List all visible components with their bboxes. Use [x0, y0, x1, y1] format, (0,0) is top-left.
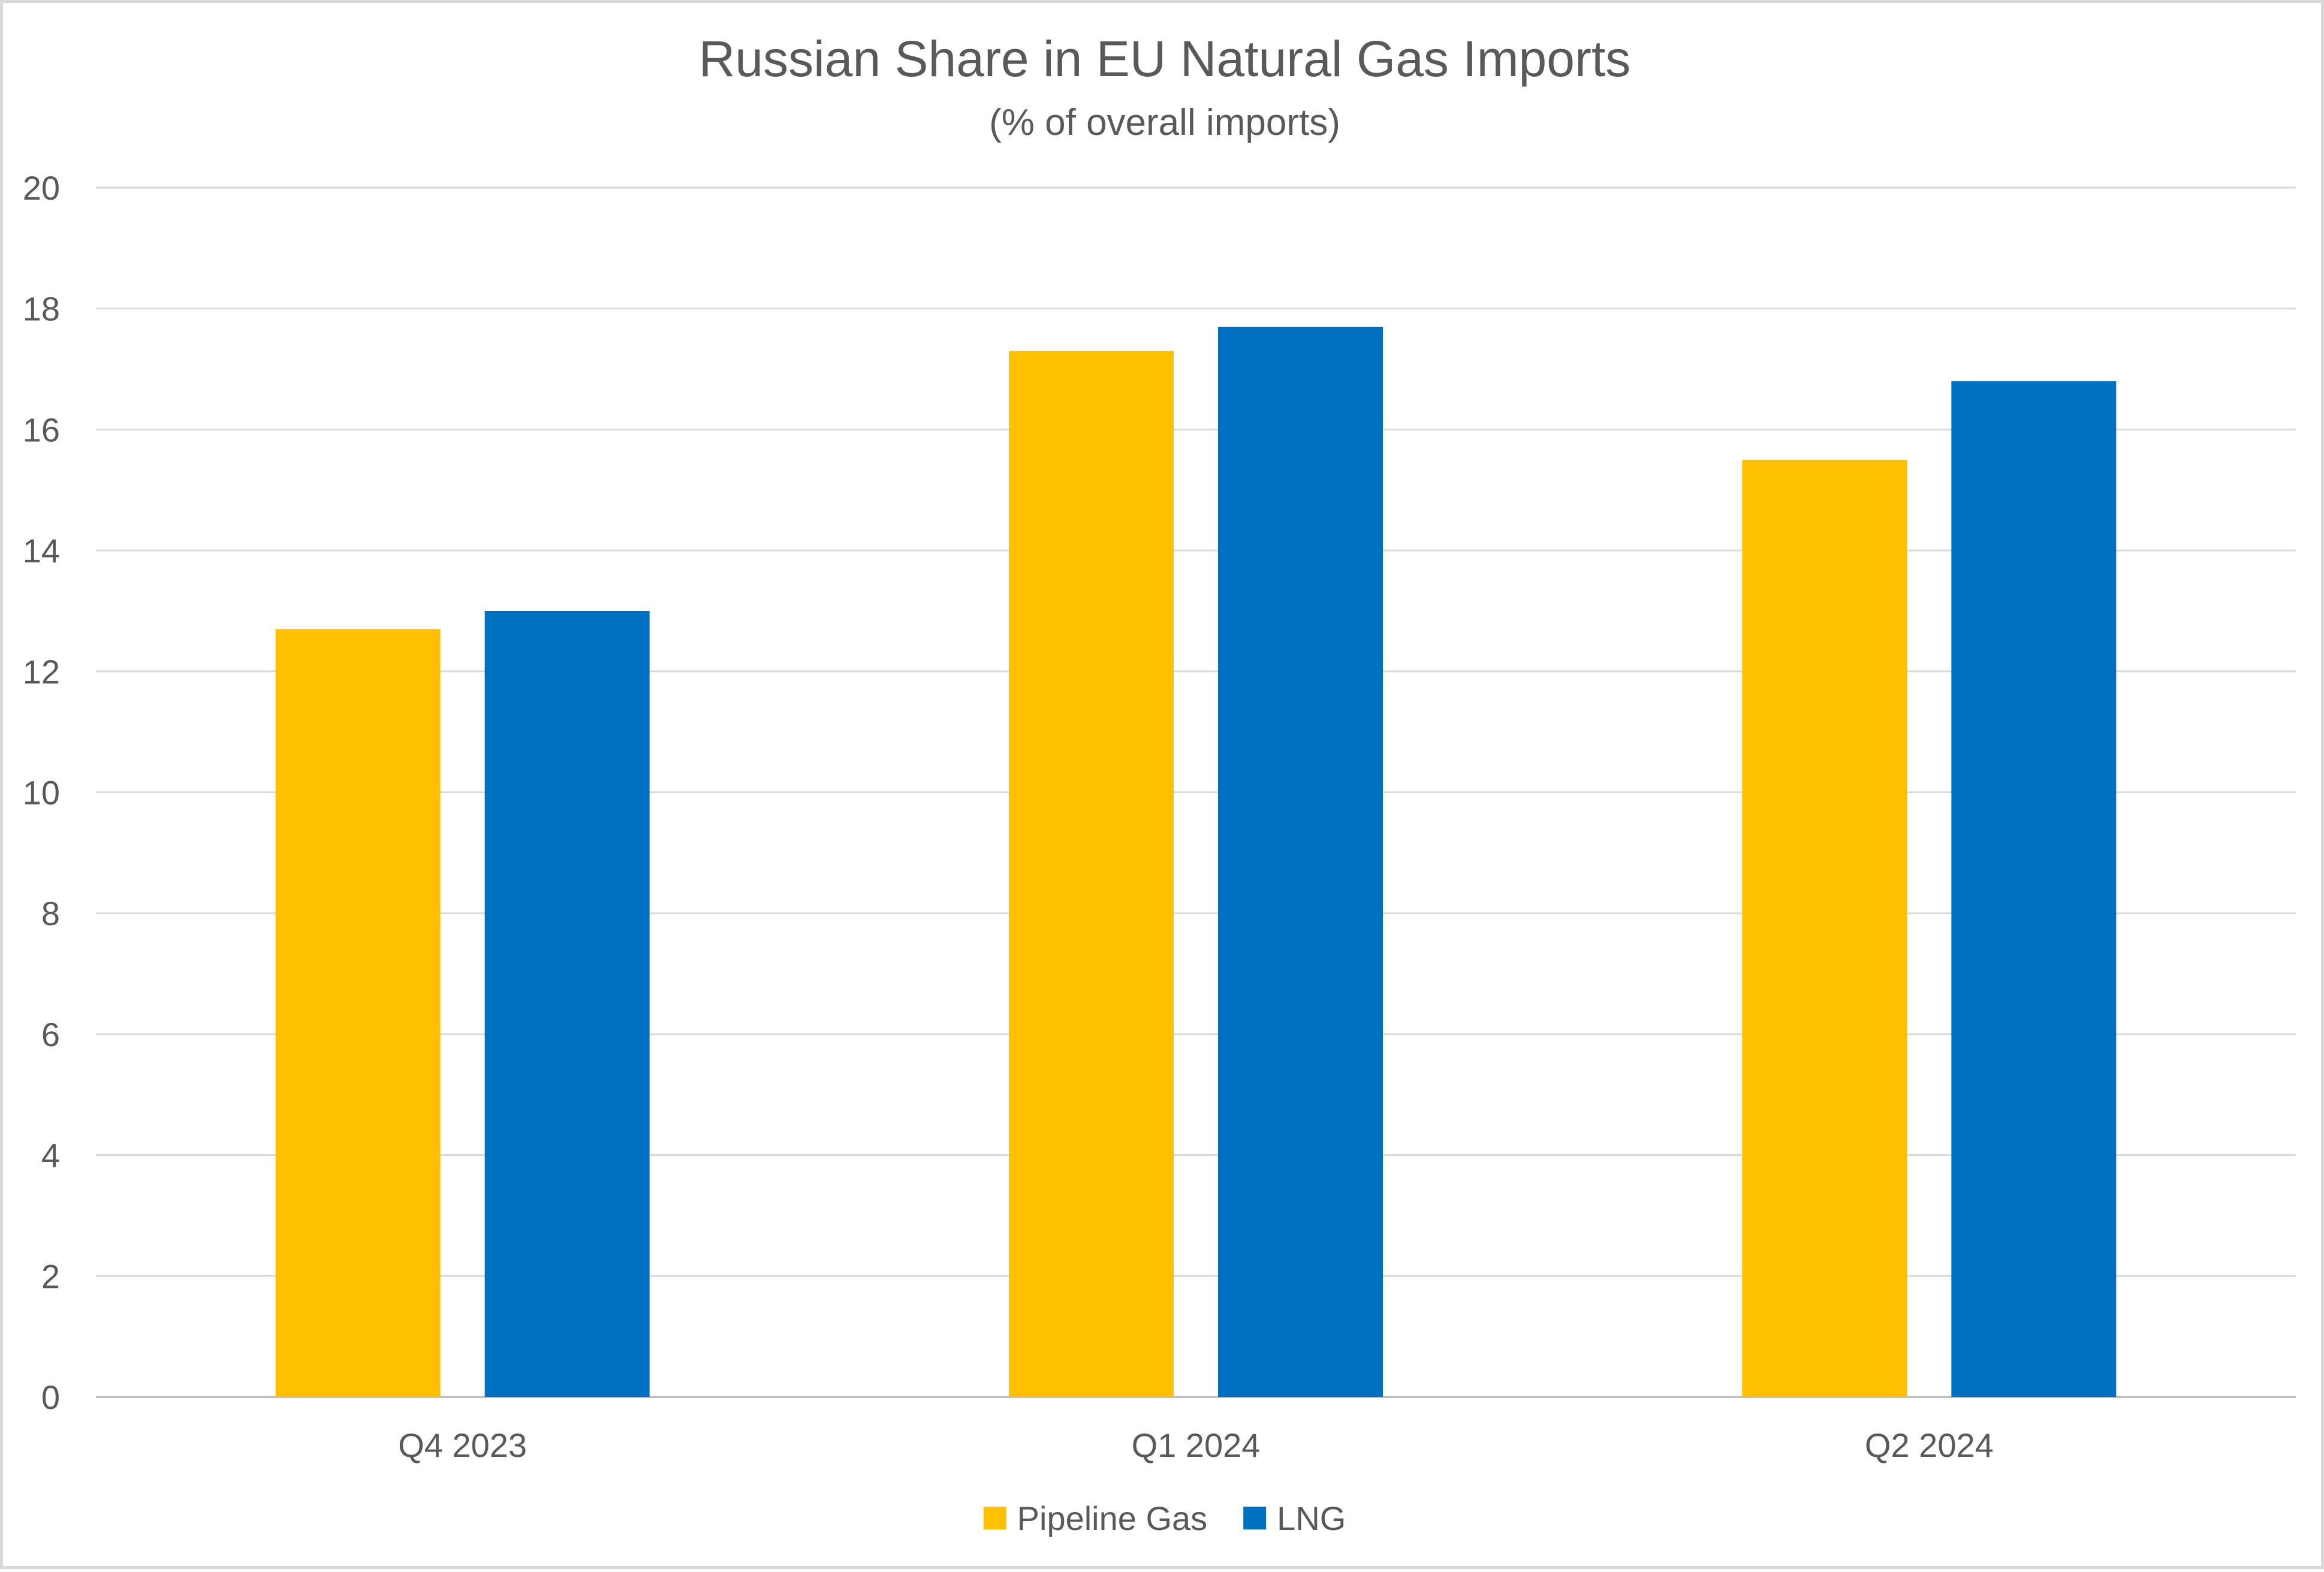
chart-canvas: Russian Share in EU Natural Gas Imports …: [23, 31, 2296, 1537]
bar-lng-2: [1951, 381, 2117, 1397]
bar-pipeline-gas-1: [1009, 351, 1174, 1398]
y-tick-label: 18: [23, 290, 60, 328]
bar-lng-1: [1218, 326, 1383, 1397]
y-tick-label: 10: [23, 774, 60, 812]
x-tick-label: Q2 2024: [1865, 1426, 1994, 1464]
y-tick-label: 12: [23, 653, 60, 691]
bar-lng-0: [484, 610, 650, 1398]
chart-subtitle: (% of overall imports): [989, 102, 1340, 143]
legend-swatch: [983, 1507, 1006, 1529]
legend-label: Pipeline Gas: [1017, 1499, 1208, 1537]
y-tick-label: 20: [23, 169, 60, 207]
x-tick-label: Q1 2024: [1132, 1426, 1261, 1464]
legend-swatch: [1243, 1507, 1267, 1529]
y-tick-label: 14: [23, 532, 60, 570]
x-axis-ticks: Q4 2023 Q1 2024 Q2 2024: [398, 1426, 1994, 1464]
y-tick-label: 2: [41, 1257, 60, 1295]
chart-title: Russian Share in EU Natural Gas Imports: [699, 31, 1631, 87]
bar-pipeline-gas-0: [275, 629, 441, 1397]
x-tick-label: Q4 2023: [398, 1426, 527, 1464]
legend-label: LNG: [1277, 1499, 1346, 1537]
y-tick-label: 16: [23, 411, 60, 448]
y-axis-ticks: 0 2 4 6 8 10 12 14 16 18 20: [23, 169, 60, 1416]
y-tick-label: 4: [41, 1137, 60, 1175]
y-tick-label: 6: [41, 1016, 60, 1053]
gridlines: [96, 186, 2296, 1398]
legend: Pipeline Gas LNG: [983, 1499, 1346, 1537]
y-tick-label: 8: [41, 895, 60, 932]
bar-series: [275, 326, 2117, 1398]
y-tick-label: 0: [41, 1378, 60, 1416]
bar-pipeline-gas-2: [1742, 459, 1907, 1398]
